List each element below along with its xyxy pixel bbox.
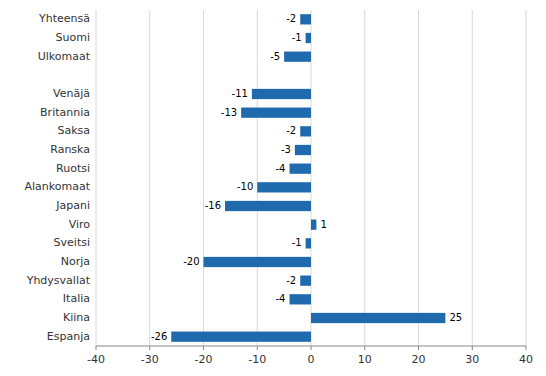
category-label: Sveitsi [54, 236, 90, 249]
grid-line [96, 10, 97, 346]
bar [295, 145, 311, 155]
tick-mark [418, 346, 419, 350]
bar [306, 33, 311, 43]
bar [311, 220, 316, 230]
grid [96, 10, 526, 346]
grid-line [257, 10, 258, 346]
tick-label: 10 [358, 353, 372, 366]
category-label: Alankomaat [24, 180, 90, 193]
bar [300, 276, 311, 286]
bar [252, 89, 311, 99]
data-label: -11 [232, 88, 248, 99]
y-axis: Espanja Kiina Italia Yhdysvallat Norja Sveits… [24, 12, 90, 342]
category-label: Norja [61, 255, 90, 268]
data-label: -2 [286, 125, 296, 136]
tick-mark [96, 346, 97, 350]
data-label: -5 [270, 51, 280, 62]
category-label: Japani [55, 199, 90, 212]
tick-label: -10 [248, 353, 266, 366]
data-label: 1 [320, 219, 326, 230]
category-label: Suomi [56, 31, 90, 44]
data-label: -2 [286, 275, 296, 286]
data-label: 25 [449, 312, 462, 323]
x-axis-line [96, 346, 526, 347]
bar [300, 14, 311, 24]
category-label: Italia [63, 292, 90, 305]
tick-mark [526, 346, 527, 350]
data-label: -20 [183, 256, 199, 267]
bar [284, 52, 311, 62]
grid-line [526, 10, 527, 346]
bar [300, 126, 311, 136]
category-label: Saksa [57, 124, 90, 137]
bar [290, 294, 312, 304]
tick-label: 20 [412, 353, 426, 366]
category-label: Venäjä [53, 87, 90, 100]
tick-mark [149, 346, 150, 350]
bar [306, 238, 311, 248]
category-label: Espanja [47, 330, 90, 343]
tick-mark [364, 346, 365, 350]
bar [290, 164, 312, 174]
grid-line [418, 10, 419, 346]
chart-container: -40 -30 -20 -10 0 10 20 30 40 Espanja Kiina Italia Y… [0, 0, 546, 376]
tick-label: -20 [195, 353, 213, 366]
tick-label: -30 [141, 353, 159, 366]
category-label: Ranska [50, 143, 90, 156]
bar [171, 332, 311, 342]
tick-label: 0 [308, 353, 315, 366]
grid-line [203, 10, 204, 346]
bar [311, 313, 445, 323]
data-label: -10 [237, 181, 253, 192]
data-label: -4 [276, 163, 286, 174]
data-label: -16 [205, 200, 221, 211]
data-labels: -2625-4-2-20-11-16-10-4-3-2-13-11-5-1-2 [151, 13, 462, 341]
category-label: Ruotsi [56, 162, 90, 175]
data-label: -3 [281, 144, 291, 155]
chart-svg: -40 -30 -20 -10 0 10 20 30 40 Espanja Kiina Italia Y… [0, 0, 546, 376]
tick-mark [257, 346, 258, 350]
tick-label: 40 [519, 353, 533, 366]
tick-label: 30 [465, 353, 479, 366]
grid-line [149, 10, 150, 346]
bars [171, 14, 445, 342]
grid-line [364, 10, 365, 346]
tick-mark [203, 346, 204, 350]
tick-mark [472, 346, 473, 350]
data-label: -4 [276, 293, 286, 304]
tick-mark [311, 346, 312, 350]
tick-label: -40 [87, 353, 105, 366]
data-label: -1 [292, 32, 302, 43]
category-label: Ulkomaat [38, 50, 91, 63]
data-label: -26 [151, 331, 167, 342]
category-label: Kiina [63, 311, 90, 324]
category-label: Yhteensä [38, 12, 90, 25]
category-label: Britannia [40, 106, 90, 119]
x-axis: -40 -30 -20 -10 0 10 20 30 40 [87, 346, 533, 366]
category-label: Viro [69, 218, 91, 231]
bar [204, 257, 312, 267]
data-label: -2 [286, 13, 296, 24]
bar [225, 201, 311, 211]
bar [241, 108, 311, 118]
grid-line [472, 10, 473, 346]
category-label: Yhdysvallat [26, 274, 91, 287]
bar [257, 182, 311, 192]
data-label: -1 [292, 237, 302, 248]
data-label: -13 [221, 107, 237, 118]
